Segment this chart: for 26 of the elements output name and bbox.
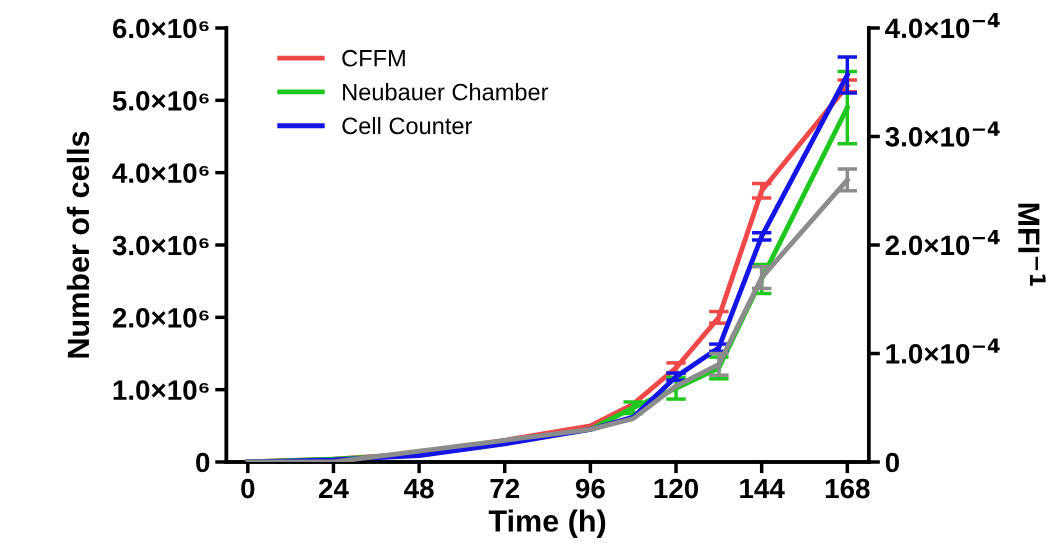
x-tick-label: 24	[318, 478, 349, 499]
y-axis-title: Number of cells	[66, 131, 90, 358]
legend-label: Cell Counter	[342, 116, 472, 135]
y-tick-label: 1.0×10⁶	[113, 380, 209, 401]
x-tick-label: 144	[740, 478, 785, 499]
y2-tick-label: 3.0×10$^{−4}$	[885, 121, 1000, 147]
y2-tick-label: 0	[885, 452, 900, 473]
legend-label: Neubauer Chamber	[343, 83, 549, 101]
x-axis-title: Time (h)	[488, 509, 606, 538]
y-tick-label: 3.0×10⁶	[112, 235, 209, 256]
x-tick-label: 168	[825, 478, 870, 499]
x-tick-label: 96	[575, 478, 605, 499]
y-tick-label: 2.0×10⁶	[112, 308, 209, 328]
x-tick-label: 120	[654, 478, 699, 499]
y-tick-label: 6.0×10⁶	[112, 18, 209, 39]
y2-axis-title: MFI$^{−1}$	[1018, 203, 1046, 286]
legend-label: CFFM	[342, 49, 405, 67]
y2-tick-label: 4.0×10$^{−4}$	[885, 13, 1000, 39]
y-tick-label: 4.0×10⁶	[112, 163, 209, 184]
x-tick-label: 48	[404, 478, 434, 499]
y-tick-label: 0	[196, 452, 210, 473]
y2-tick-label: 1.0×10$^{−4}$	[886, 338, 1000, 364]
x-tick-label: 72	[490, 478, 520, 499]
y2-tick-label: 2.0×10$^{−4}$	[885, 230, 1000, 256]
x-tick-label: 0	[241, 478, 255, 499]
y-tick-label: 5.0×10⁶	[112, 91, 209, 111]
